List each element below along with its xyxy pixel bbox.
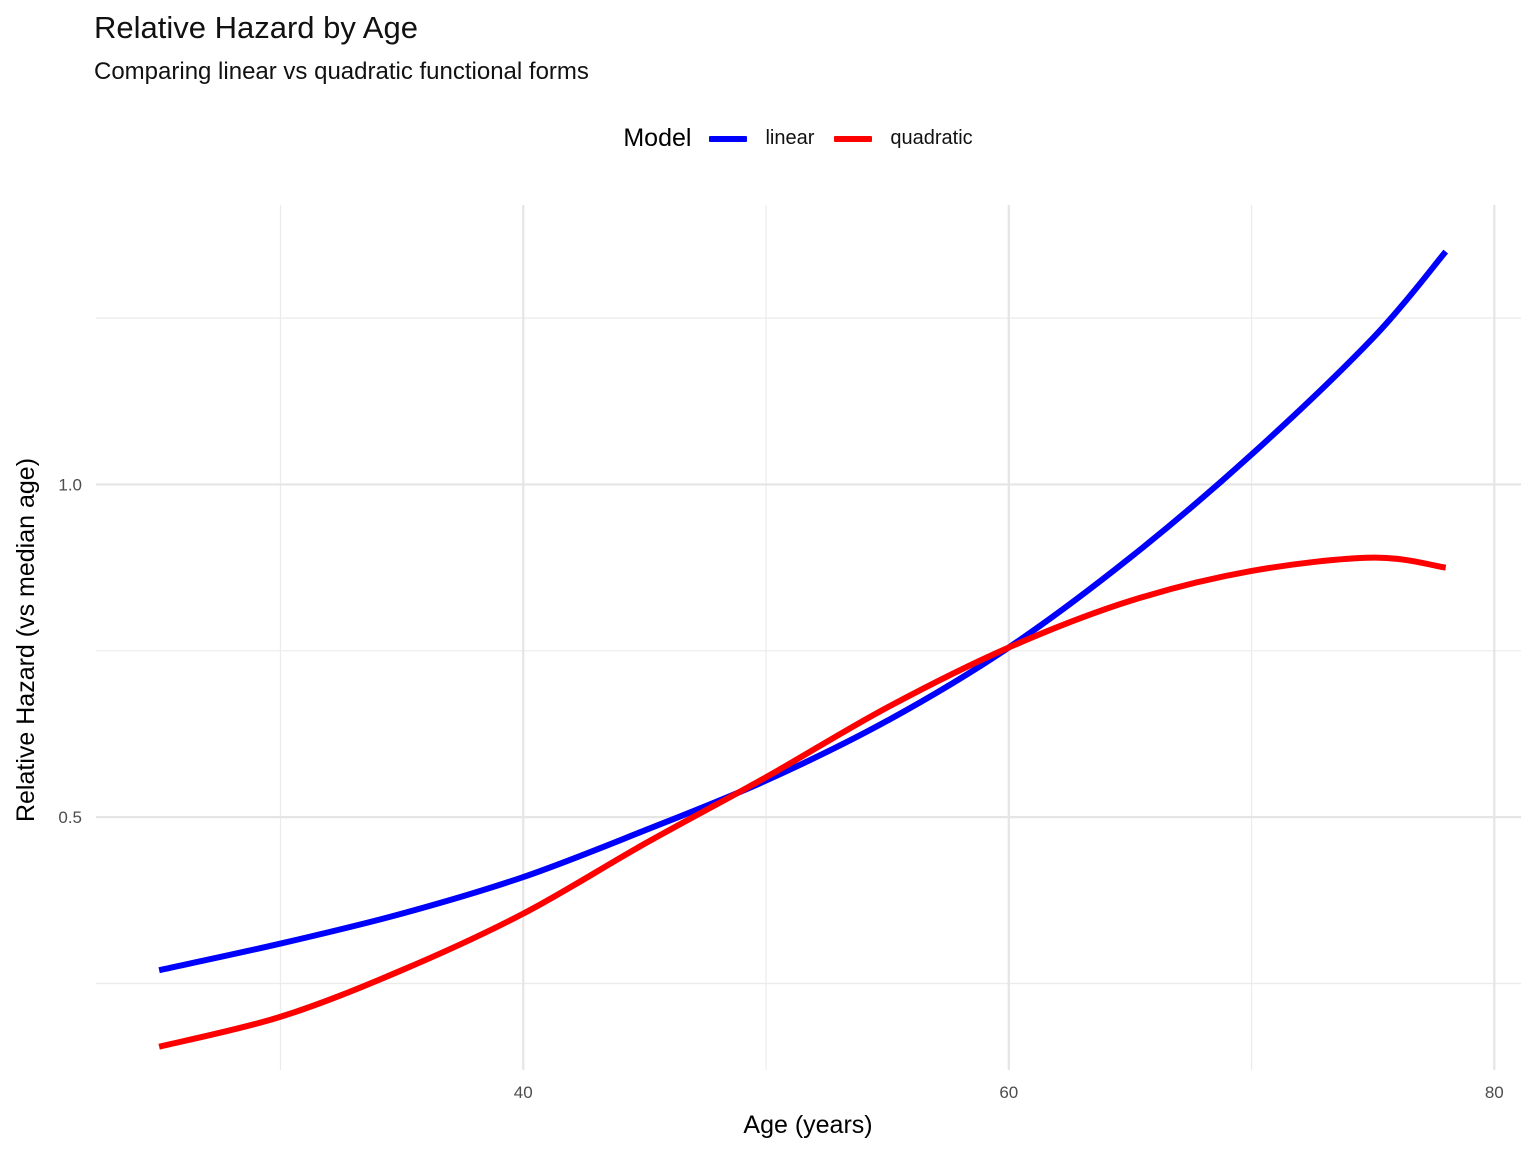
gridlines (96, 205, 1521, 1070)
legend-label-quadratic: quadratic (890, 127, 973, 149)
legend-item-quadratic: quadratic (834, 127, 973, 150)
legend-label-linear: linear (765, 127, 815, 149)
series-line-quadratic (158, 554, 1447, 1050)
legend-key-quadratic (834, 135, 873, 142)
chart-subtitle: Comparing linear vs quadratic functional… (94, 58, 589, 85)
legend-key-linear (709, 135, 748, 142)
chart-title: Relative Hazard by Age (94, 10, 418, 45)
y-tick-label-0.5: 0.5 (58, 808, 82, 827)
x-tick-label-80: 80 (1485, 1083, 1504, 1102)
legend: Model linear quadratic (0, 124, 1536, 153)
y-axis-title: Relative Hazard (vs median age) (12, 458, 40, 822)
x-tick-label-60: 60 (999, 1083, 1018, 1102)
x-axis-title: Age (years) (743, 1111, 872, 1139)
tick-labels: 40 60 80 0.5 1.0 (58, 475, 1503, 1102)
x-tick-label-40: 40 (514, 1083, 533, 1102)
legend-item-linear: linear (709, 127, 814, 150)
y-tick-label-1: 1.0 (58, 475, 82, 494)
legend-title: Model (623, 124, 692, 152)
series-line-linear (158, 249, 1449, 974)
series-lines (158, 249, 1449, 1050)
